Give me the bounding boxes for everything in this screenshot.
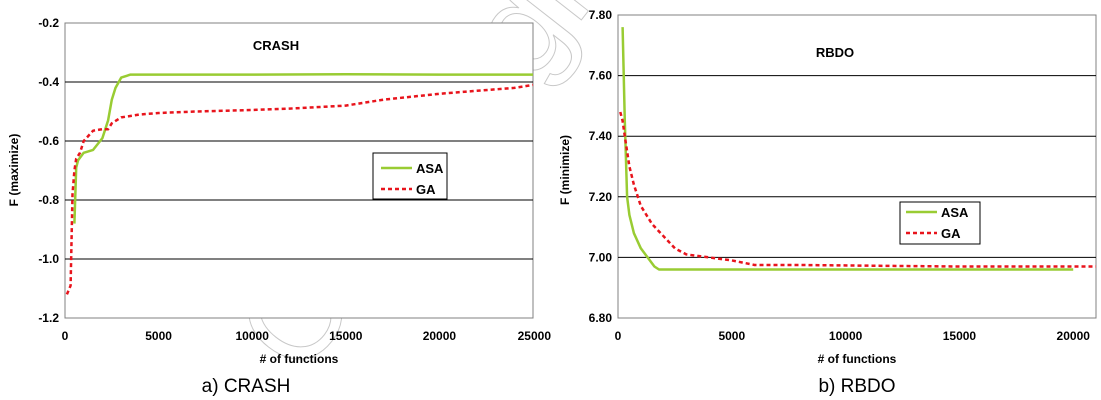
x-tick-label-rbdo: 10000 (829, 329, 863, 343)
series-line-asa-rbdo (621, 27, 1074, 271)
y-tick-label-rbdo: 6.80 (589, 311, 613, 325)
series-line-ga-crash (65, 83, 534, 295)
y-ticks-crash: -1.2 -1.0 -0.8 -0.6 -0.4 -0.2 (38, 16, 59, 325)
caption-rbdo: b) RBDO (818, 376, 895, 397)
y-tick-label-rbdo: 7.20 (589, 190, 613, 204)
legend-label-ga: GA (416, 182, 436, 197)
y-axis-title-rbdo: F (minimize) (558, 135, 572, 205)
y-tick-label-crash: -1.2 (38, 311, 59, 325)
series-crash (65, 73, 534, 295)
series-rbdo (619, 27, 1096, 271)
x-axis-title-crash: # of functions (260, 352, 339, 366)
x-tick-label-rbdo: 20000 (1057, 329, 1091, 343)
legend-rbdo: ASA GA (899, 201, 981, 245)
y-tick-label-rbdo: 7.00 (589, 250, 613, 264)
x-tick-label-rbdo: 15000 (943, 329, 977, 343)
plot-area-rbdo (617, 14, 1097, 319)
y-axis-title-crash: F (maximize) (7, 134, 21, 207)
x-tick-label-crash: 25000 (518, 329, 552, 343)
y-tick-label-crash: -1.0 (38, 252, 59, 266)
caption-crash: a) CRASH (202, 376, 291, 397)
x-tick-label-rbdo: 0 (615, 329, 622, 343)
x-tick-label-rbdo: 5000 (718, 329, 745, 343)
x-tick-label-crash: 0 (62, 329, 69, 343)
y-tick-label-rbdo: 7.40 (589, 129, 613, 143)
chart-rbdo: 6.80 7.00 7.20 7.40 7.60 7.80 0 5000 10000 15000… (558, 8, 1097, 397)
plot-area-crash (64, 22, 534, 319)
gridlines-rbdo (618, 75, 1096, 258)
y-tick-label-rbdo: 7.60 (589, 69, 613, 83)
legend-box-crash (372, 152, 448, 200)
x-ticks-crash: 0 5000 10000 15000 20000 25000 (62, 329, 552, 343)
y-tick-label-crash: -0.8 (38, 193, 59, 207)
y-tick-label-crash: -0.4 (38, 75, 59, 89)
x-tick-label-crash: 15000 (329, 329, 363, 343)
x-tick-label-crash: 5000 (145, 329, 172, 343)
x-axis-title-rbdo: # of functions (818, 352, 897, 366)
x-tick-label-crash: 20000 (423, 329, 457, 343)
legend-label-ga: GA (941, 226, 961, 241)
series-line-asa-crash (73, 73, 533, 224)
legend-label-asa: ASA (941, 205, 969, 220)
y-tick-label-crash: -0.2 (38, 16, 59, 30)
chart-crash: -1.2 -1.0 -0.8 -0.6 -0.4 -0.2 0 5000 10000 15000… (7, 16, 551, 397)
y-ticks-rbdo: 6.80 7.00 7.20 7.40 7.60 7.80 (589, 8, 613, 325)
x-ticks-rbdo: 0 5000 10000 15000 20000 (615, 329, 1091, 343)
legend-label-asa: ASA (416, 161, 444, 176)
legend-box-rbdo (899, 201, 981, 245)
series-line-ga-rbdo (619, 111, 1096, 268)
chart-title-crash: CRASH (253, 38, 299, 53)
y-tick-label-rbdo: 7.80 (589, 8, 613, 22)
gridlines-crash (65, 81, 533, 260)
legend-crash: ASA GA (372, 152, 448, 200)
x-tick-label-crash: 10000 (236, 329, 270, 343)
y-tick-label-crash: -0.6 (38, 134, 59, 148)
chart-title-rbdo: RBDO (816, 45, 854, 60)
